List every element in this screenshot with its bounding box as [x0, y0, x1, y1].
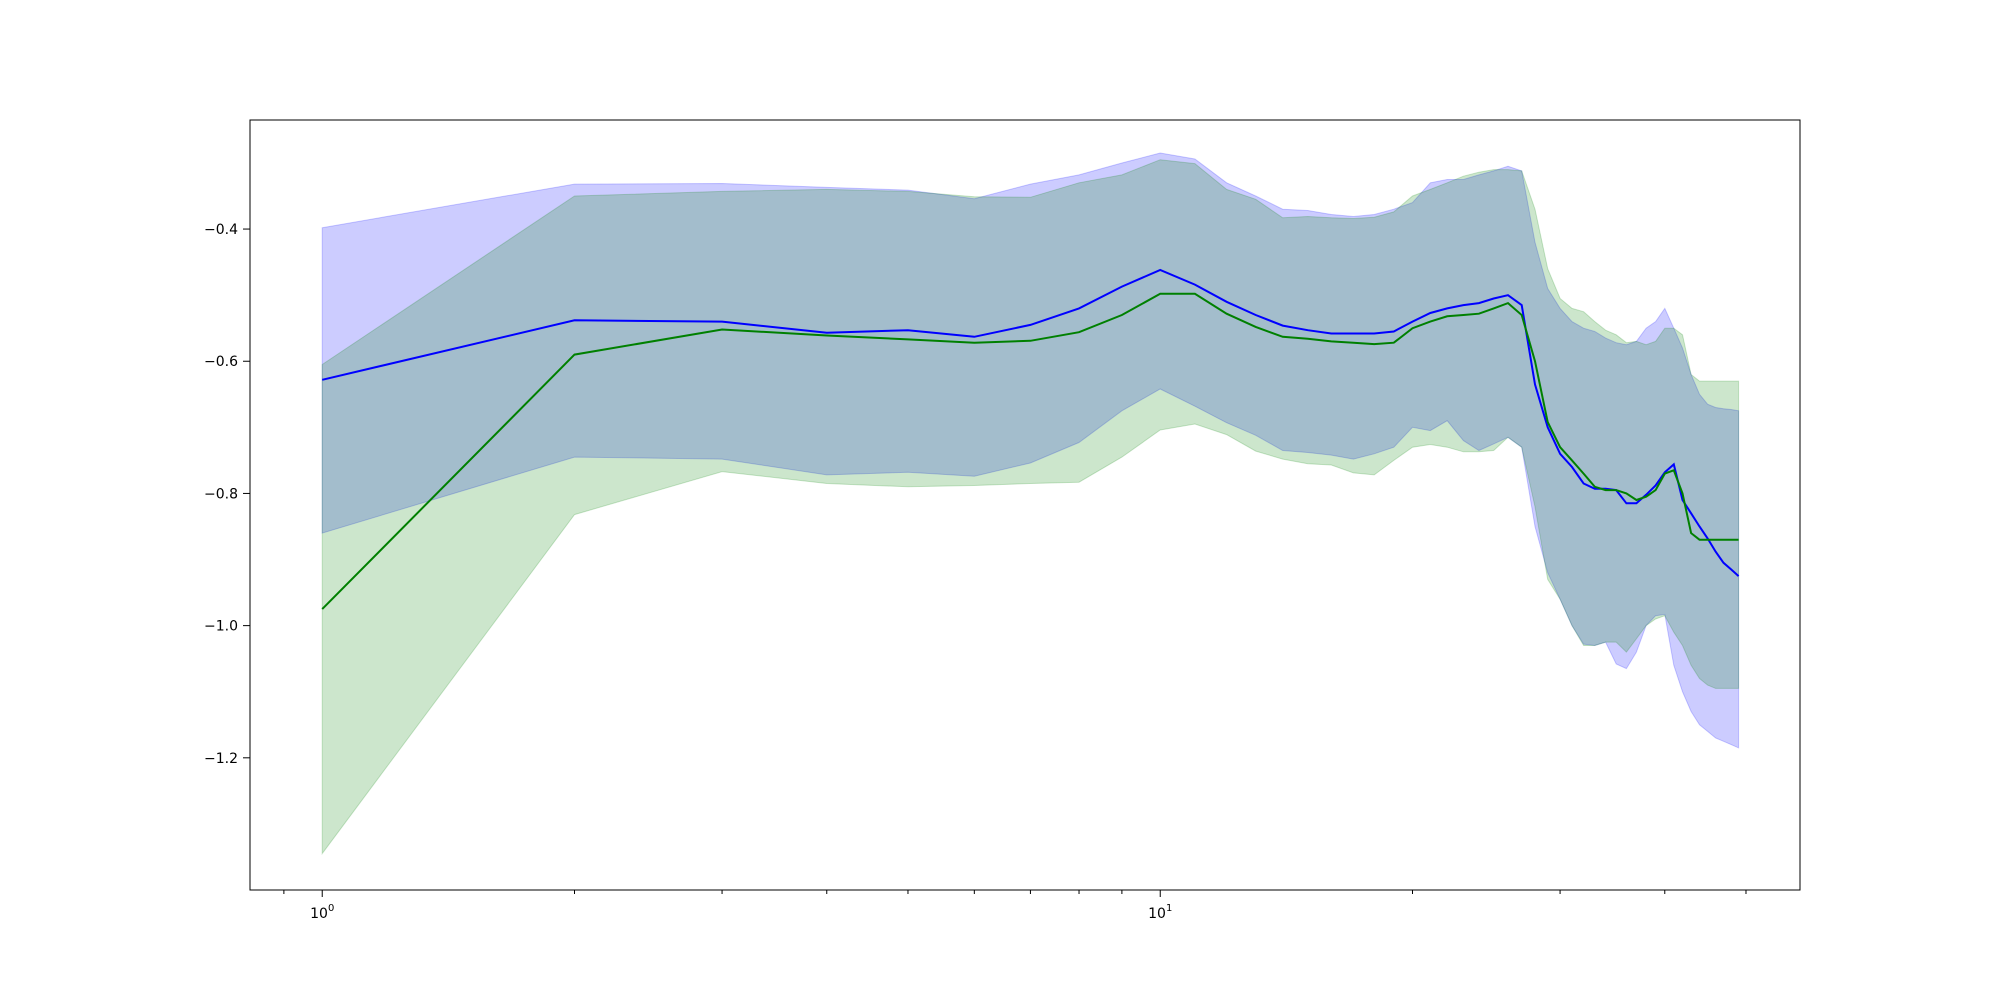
series-lines — [321, 268, 1740, 610]
y-tick-label: −0.6 — [204, 354, 238, 370]
y-tick-label: −0.4 — [204, 222, 238, 238]
line-series-2 — [321, 292, 1739, 610]
plot-frame — [249, 119, 1801, 891]
x-tick-label: 100 — [310, 903, 334, 922]
y-tick-label: −0.8 — [204, 486, 238, 502]
x-tick-label: 101 — [1148, 903, 1172, 922]
line-series-1 — [321, 268, 1740, 577]
y-axis: −0.4 −0.6 −0.8 −1.0 −1.2 — [204, 222, 250, 767]
y-tick-label: −1.2 — [204, 751, 238, 767]
x-axis: 100 101 — [283, 890, 1747, 922]
band-series-1 — [321, 152, 1740, 749]
y-tick-label: −1.0 — [204, 619, 238, 635]
